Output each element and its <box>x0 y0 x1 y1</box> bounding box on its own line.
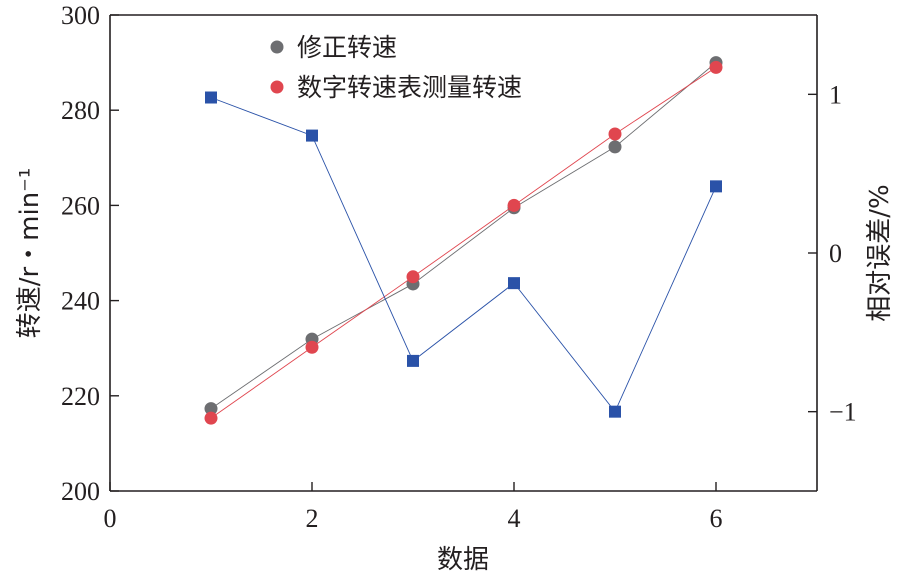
y-left-tick-label: 200 <box>61 477 100 506</box>
series-3-point <box>306 129 318 142</box>
series-2-point <box>204 411 218 425</box>
series-2-line <box>210 66 717 419</box>
y-left-tick-label: 300 <box>61 1 100 30</box>
axis-ticks: 0 2 4 6 200 220 240 260 280 300 −1 0 1 <box>61 1 857 533</box>
legend-label-1: 修正转速 <box>297 33 397 62</box>
series-3-line <box>210 97 717 413</box>
series-2-point <box>507 198 521 212</box>
y-right-tick-label: 0 <box>829 239 842 268</box>
series-2-point <box>709 60 723 74</box>
y-left-tick-label: 220 <box>61 382 100 411</box>
y-left-tick-label: 260 <box>61 191 100 220</box>
y-right-tick-label: 1 <box>829 80 842 109</box>
series-1-point <box>608 140 622 154</box>
y-right-axis-title: 相对误差/% <box>865 184 895 321</box>
x-tick-label: 2 <box>306 504 319 533</box>
x-tick-label: 0 <box>104 504 117 533</box>
series-3-point <box>508 277 520 290</box>
series-1-point <box>204 402 218 416</box>
series-layer <box>204 56 723 425</box>
series-3-point <box>609 405 621 418</box>
y-right-tick-label: −1 <box>829 398 857 427</box>
x-tick-label: 4 <box>508 504 521 533</box>
series-3-point <box>710 180 722 193</box>
y-left-axis-title: 转速/r・min⁻¹ <box>15 168 45 339</box>
series-2-point <box>406 270 420 284</box>
x-axis-title: 数据 <box>437 545 489 575</box>
series-3-point <box>205 91 217 104</box>
series-3-point <box>407 354 419 367</box>
x-tick-label: 6 <box>710 504 723 533</box>
series-1-line <box>210 62 717 410</box>
legend-label-2: 数字转速表测量转速 <box>297 73 522 102</box>
legend-marker-2 <box>270 80 284 94</box>
y-left-tick-label: 280 <box>61 96 100 125</box>
series-2-point <box>305 340 319 354</box>
series-2-point <box>608 127 622 141</box>
legend-marker-1 <box>270 40 284 54</box>
y-left-tick-label: 240 <box>61 287 100 316</box>
